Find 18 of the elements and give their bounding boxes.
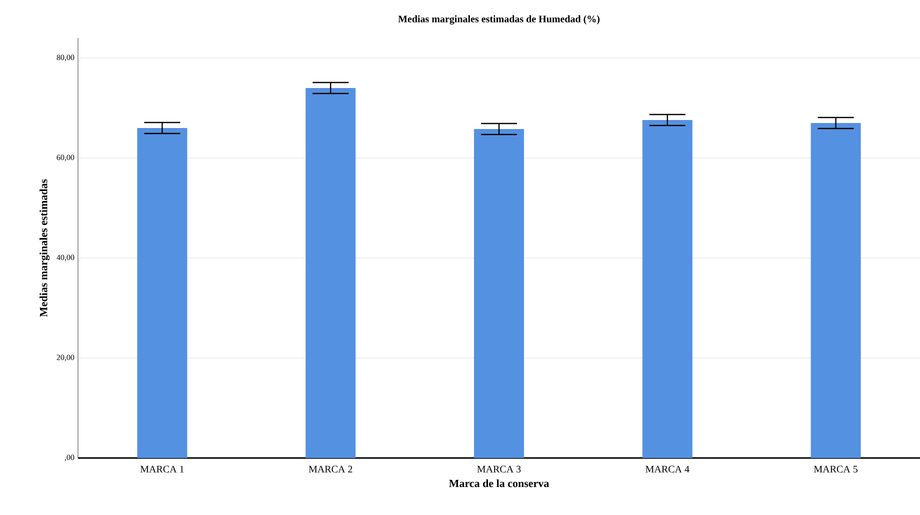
x-tick-label: MARCA 1 xyxy=(140,466,184,473)
y-tick-label: 40,00 xyxy=(56,254,74,262)
chart-title: Medias marginales estimadas de Humedad (%) xyxy=(398,15,600,24)
y-tick-label: 60,00 xyxy=(56,154,74,162)
x-tick-label: MARCA 2 xyxy=(308,466,352,473)
x-tick-label: MARCA 4 xyxy=(646,466,690,473)
bar xyxy=(306,88,356,458)
x-tick-label: MARCA 3 xyxy=(477,466,521,473)
bar xyxy=(137,128,188,458)
bar xyxy=(810,123,861,458)
bar xyxy=(474,128,524,458)
x-tick-label: MARCA 5 xyxy=(814,466,858,473)
y-tick-label: 20,00 xyxy=(56,354,74,362)
x-axis-title: Marca de la conserva xyxy=(449,479,549,488)
y-tick-label: 80,00 xyxy=(56,54,74,62)
bar xyxy=(642,120,692,458)
y-tick-label: ,00 xyxy=(64,454,74,462)
y-axis-title: Medias marginales estimadas xyxy=(40,179,50,317)
